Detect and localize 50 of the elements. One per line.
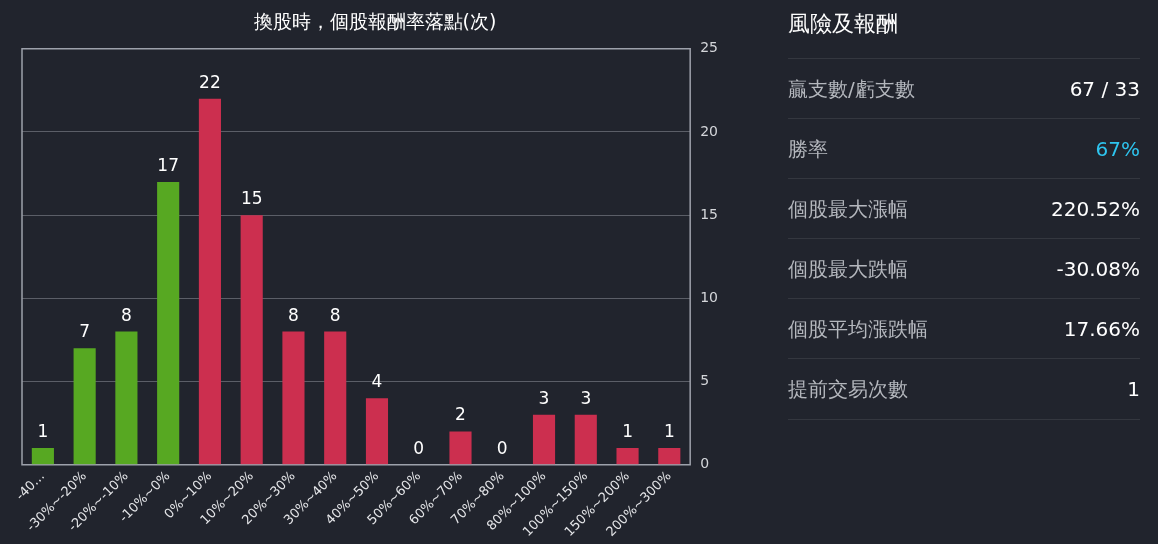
data-label: 0 (413, 437, 425, 458)
bar (157, 181, 180, 465)
bar (198, 98, 221, 465)
bar (658, 448, 681, 465)
text: 67% (1095, 136, 1140, 162)
text: 個股最大跌幅 (788, 256, 908, 282)
data-label: 1 (663, 420, 675, 441)
data-label: 8 (329, 304, 341, 325)
y-tick-label: 15 (700, 205, 719, 222)
data-label: 2 (455, 404, 466, 425)
bar (115, 331, 138, 465)
y-tick-label: 5 (700, 372, 710, 389)
data-label: 1 (37, 420, 49, 441)
data-label: 17 (157, 154, 179, 175)
bar (532, 414, 556, 465)
text: 風險及報酬 (788, 10, 898, 38)
y-tick-label: 10 (700, 288, 719, 305)
bar (365, 398, 389, 465)
text: 個股最大漲幅 (788, 196, 908, 222)
y-tick-label: 0 (700, 455, 710, 472)
bar (574, 414, 597, 465)
data-label: 15 (240, 188, 263, 209)
y-tick-label: 25 (700, 39, 719, 56)
text: 提前交易次數 (788, 376, 908, 402)
bar (240, 215, 263, 465)
data-label: 3 (538, 387, 550, 408)
text: 個股平均漲跌幅 (788, 316, 928, 342)
text: 勝率 (788, 136, 828, 162)
data-label: 3 (580, 387, 592, 408)
bar (324, 331, 347, 465)
bar (31, 448, 54, 465)
text: -30.08% (1056, 256, 1140, 282)
text: 17.66% (1063, 316, 1140, 342)
data-label: 0 (496, 437, 508, 458)
bar (282, 331, 305, 465)
data-label: 7 (79, 321, 91, 342)
data-label: 22 (199, 71, 221, 92)
bar (73, 348, 96, 465)
data-label: 1 (622, 420, 633, 441)
text: 220.52% (1051, 196, 1140, 222)
data-label: 8 (288, 304, 299, 325)
text: 贏支數/虧支數 (788, 76, 915, 102)
text: 1 (1127, 376, 1140, 402)
data-label: 4 (371, 371, 383, 392)
y-tick-label: 20 (700, 122, 719, 139)
chart-title: 換股時，個股報酬率落點(次) (253, 10, 497, 33)
text: 67 / 33 (1069, 76, 1140, 102)
bar (616, 448, 639, 465)
data-label: 8 (120, 304, 132, 325)
bar (449, 431, 472, 465)
